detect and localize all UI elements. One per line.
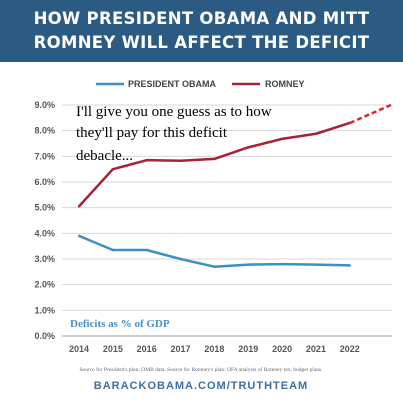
x-tick-label: 2022 [340, 344, 360, 354]
y-tick-label: 8.0% [34, 126, 55, 136]
grid-lines [62, 104, 392, 337]
y-axis-ticks: 0.0% 1.0% 2.0% 3.0% 4.0% 5.0% 6.0% 7.0% 8.0% 9.0% [34, 100, 55, 341]
legend-label-romney: ROMNEY [265, 79, 305, 89]
x-tick-label: 2014 [69, 344, 89, 354]
data-point [280, 137, 284, 141]
data-point [145, 158, 148, 162]
y-tick-label: 1.0% [34, 305, 55, 315]
data-point [247, 263, 250, 266]
series-lines [77, 103, 392, 268]
y-tick-label: 3.0% [34, 254, 55, 264]
data-point [111, 167, 115, 171]
data-point [179, 159, 182, 162]
x-tick-label: 2016 [137, 344, 157, 354]
y-tick-label: 9.0% [34, 100, 55, 110]
annotation-line-2: they'll pay for this deficit [76, 125, 228, 141]
y-tick-label: 0.0% [34, 331, 55, 341]
data-point [77, 234, 81, 238]
x-tick-label: 2018 [204, 344, 224, 354]
data-point [348, 264, 351, 267]
x-tick-label: 2020 [272, 344, 292, 354]
source-note: Source for President's plan: OMB data. S… [79, 366, 323, 373]
data-point [77, 205, 81, 208]
y-tick-label: 7.0% [34, 151, 55, 161]
deficits-label: Deficits as % of GDP [70, 318, 170, 330]
data-point [213, 265, 216, 268]
legend-label-obama: PRESIDENT OBAMA [128, 79, 217, 89]
data-point [213, 157, 216, 161]
y-tick-label: 6.0% [34, 177, 55, 187]
data-point [145, 248, 148, 252]
x-tick-label: 2019 [238, 344, 258, 354]
annotation-line-1: I'll give you one guess as to how [76, 104, 272, 120]
romney-dashed-extension [349, 103, 392, 125]
data-point [247, 146, 250, 149]
x-axis-ticks: 2014 2015 2016 2017 2018 2019 2020 2021 2022 [69, 344, 360, 354]
series-line-obama [78, 234, 350, 268]
title-line-2: ROMNEY WILL AFFECT THE DEFICIT [33, 33, 370, 52]
y-tick-label: 4.0% [34, 228, 55, 238]
data-point [179, 257, 182, 261]
annotation-line-3: debacle... [76, 148, 133, 164]
data-point [111, 248, 115, 252]
y-tick-label: 2.0% [34, 280, 55, 290]
x-tick-label: 2021 [306, 344, 326, 354]
x-tick-label: 2015 [103, 344, 123, 354]
title-line-1: HOW PRESIDENT OBAMA AND MITT [33, 9, 370, 28]
x-tick-label: 2017 [171, 344, 191, 354]
data-point [280, 262, 284, 266]
chart-title-banner: HOW PRESIDENT OBAMA AND MITT ROMNEY WILL… [0, 0, 403, 62]
deficit-chart: 0.0% 1.0% 2.0% 3.0% 4.0% 5.0% 6.0% 7.0% 8.0% 9.0%… [34, 79, 392, 392]
y-tick-label: 5.0% [34, 203, 55, 213]
data-point [314, 263, 318, 266]
data-point [314, 132, 318, 135]
footer-url: BARACKOBAMA.COM/TRUTHTEAM [94, 380, 308, 392]
